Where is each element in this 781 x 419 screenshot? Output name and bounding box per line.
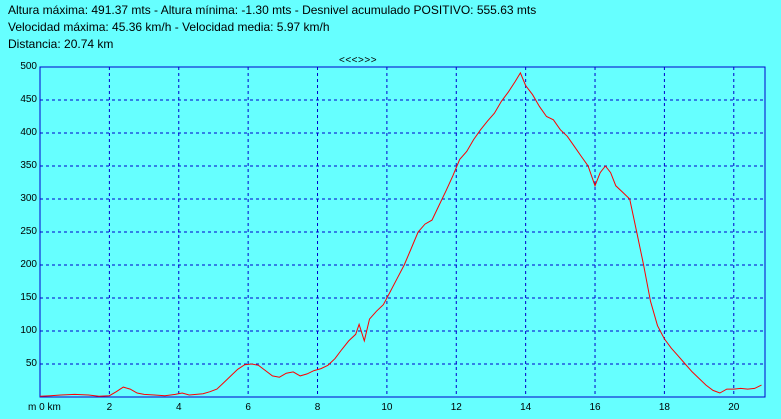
elevation-summary: Altura máxima: 491.37 mts - Altura mínim… — [8, 3, 537, 17]
scroll-nav-button[interactable]: <<<>>> — [339, 55, 378, 66]
track-summary: Altura máxima: 491.37 mts - Altura mínim… — [8, 2, 536, 53]
y-tick-label: 300 — [20, 193, 37, 204]
x-tick-label: 10 — [381, 402, 393, 413]
x-tick-label: 4 — [176, 402, 182, 413]
y-tick-label: 200 — [20, 259, 37, 270]
x-origin-label: m 0 km — [28, 402, 61, 413]
y-tick-label: 50 — [26, 358, 38, 369]
x-tick-label: 2 — [107, 402, 113, 413]
x-tick-label: 20 — [728, 402, 740, 413]
elevation-line — [39, 71, 762, 397]
y-tick-label: 500 — [20, 61, 37, 72]
x-tick-label: 14 — [520, 402, 532, 413]
axis-ticks: 2 4 6 8 10 12 14 16 18 20 m 0 km 50 100 150 200 250 300 3… — [20, 61, 739, 413]
x-tick-label: 8 — [315, 402, 321, 413]
y-tick-label: 350 — [20, 160, 37, 171]
y-tick-label: 150 — [20, 292, 37, 303]
x-tick-label: 18 — [659, 402, 671, 413]
y-tick-label: 400 — [20, 127, 37, 138]
x-tick-label: 16 — [589, 402, 601, 413]
plot-area-frame — [39, 66, 766, 398]
distance-summary: Distancia: 20.74 km — [8, 37, 114, 51]
y-tick-label: 450 — [20, 94, 37, 105]
speed-summary: Velocidad máxima: 45.36 km/h - Velocidad… — [8, 20, 330, 34]
y-tick-label: 250 — [20, 226, 37, 237]
y-tick-label: 100 — [20, 325, 37, 336]
x-tick-label: 12 — [451, 402, 463, 413]
x-tick-label: 6 — [245, 402, 251, 413]
chart-grid — [40, 67, 765, 397]
